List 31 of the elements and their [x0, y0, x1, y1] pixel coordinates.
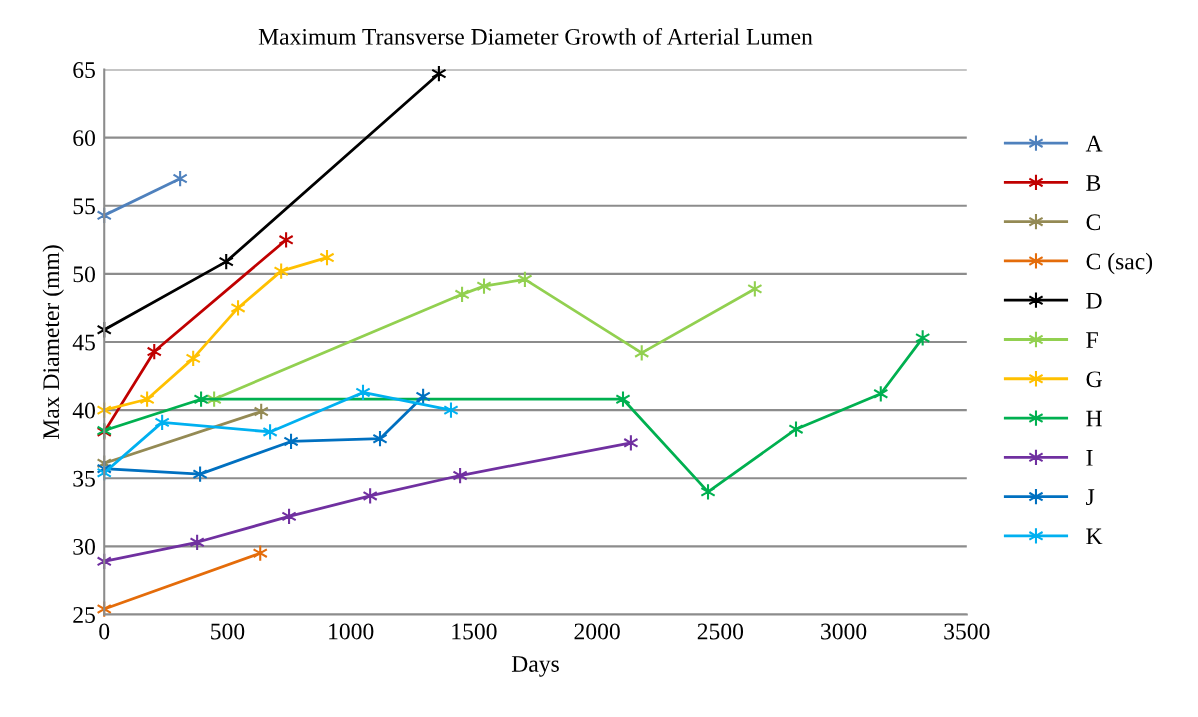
y-tick-label: 50 [73, 266, 95, 283]
y-tick-label: 65 [73, 62, 95, 78]
legend-label: B [1086, 175, 1101, 191]
legend-label: A [1085, 135, 1103, 152]
x-tick-label: 3000 [821, 623, 867, 640]
y-tick-label: 30 [73, 538, 95, 555]
y-tick-label: 55 [73, 198, 95, 215]
x-tick-label: 500 [211, 623, 245, 640]
x-tick-label: 1000 [329, 623, 374, 640]
legend-label: I [1086, 450, 1093, 466]
x-axis-title: Days [511, 656, 559, 677]
legend-label: H [1086, 410, 1102, 427]
legend-label: F [1086, 332, 1098, 348]
legend-label: D [1086, 293, 1102, 309]
y-tick-label: 35 [73, 470, 95, 487]
x-tick-label: 2000 [574, 623, 620, 640]
x-tick-label: 0 [99, 623, 110, 640]
chart-title: Maximum Transverse Diameter Growth of Arterial Lumen [258, 27, 813, 45]
y-tick-label: 60 [73, 130, 95, 147]
y-axis-title: Max Diameter (mm) [42, 245, 64, 440]
legend-label: K [1086, 528, 1103, 545]
y-tick-label: 45 [72, 334, 95, 351]
legend-label: C (sac) [1086, 252, 1153, 275]
x-tick-label: 2500 [697, 623, 744, 640]
legend-label: C [1086, 214, 1101, 231]
x-tick-label: 3500 [944, 623, 990, 640]
x-tick-label: 1500 [452, 623, 497, 640]
legend-label: J [1086, 489, 1095, 506]
y-tick-label: 25 [73, 607, 95, 623]
legend-label: G [1086, 371, 1102, 388]
y-tick-label: 40 [72, 402, 95, 419]
